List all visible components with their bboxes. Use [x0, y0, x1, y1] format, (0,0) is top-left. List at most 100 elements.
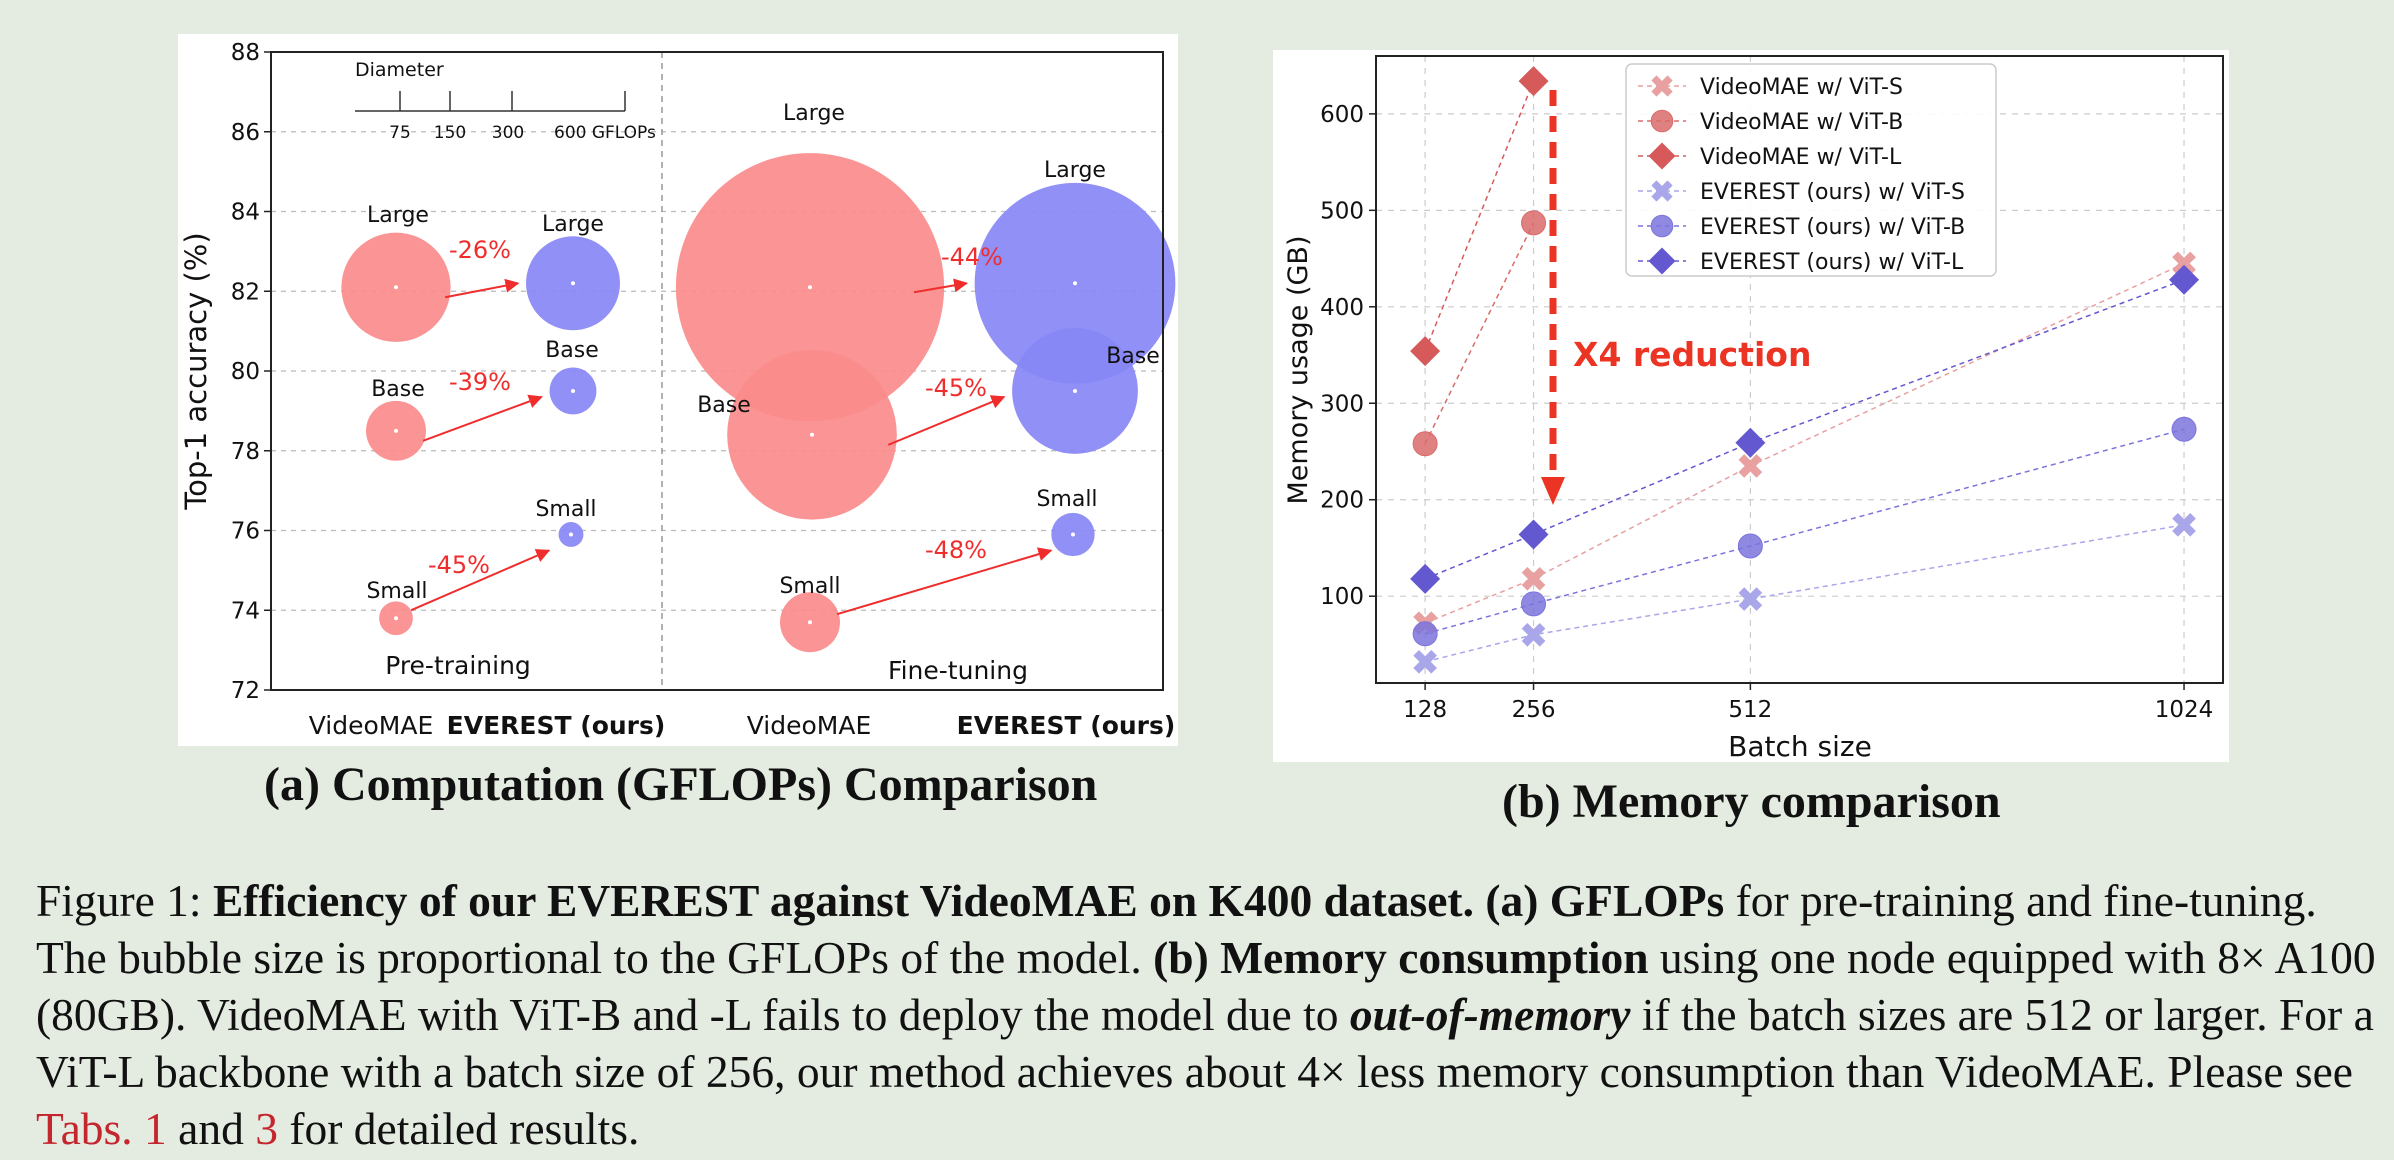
bubble-label: Small — [535, 497, 596, 522]
data-point — [1737, 533, 1763, 559]
y-tick-label: 72 — [231, 678, 260, 704]
reduction-label: -26% — [449, 236, 511, 264]
legend-title: Diameter — [355, 59, 444, 81]
diameter-legend: Diameter 75 150 300 600 GFLOPs — [355, 59, 656, 143]
panel-a-computation: 88 86 84 82 80 78 76 74 72 Top-1 accuracy (%) Di… — [178, 34, 1178, 746]
bubble-center-dot — [394, 285, 398, 290]
legend-tick: 600 GFLOPs — [554, 123, 656, 143]
legend-entry: VideoMAE w/ ViT-S — [1700, 75, 1903, 100]
x-label: EVEREST (ours) — [447, 711, 666, 740]
bubble-label: Large — [783, 101, 845, 126]
data-point — [1518, 519, 1549, 550]
data-point — [1412, 431, 1438, 457]
legend-tick: 300 — [492, 123, 524, 143]
panel-b-caption: (b) Memory comparison — [1502, 775, 2001, 828]
reduction-arrow — [913, 278, 969, 294]
series-line — [1424, 279, 2185, 580]
legend-entry: VideoMAE w/ ViT-B — [1700, 110, 1903, 135]
data-point — [1521, 622, 1546, 647]
bubble-label: Small — [366, 579, 427, 604]
reduction-arrow — [422, 394, 543, 442]
caption-bold-gflops: (a) GFLOPs — [1473, 875, 1725, 926]
x-tick-label: 128 — [1403, 697, 1447, 723]
caption-text: and — [166, 1103, 256, 1154]
data-point — [1518, 66, 1549, 97]
y-tick-label: 100 — [1320, 584, 1364, 610]
series-line — [1424, 80, 1535, 352]
bubble-label: Base — [371, 377, 425, 402]
reduction-arrow — [836, 547, 1053, 616]
caption-text: for pre-training and fine-tuning. The bu… — [36, 875, 2317, 983]
x-tick-label: 256 — [1512, 697, 1556, 723]
legend-box — [1625, 63, 1997, 277]
bubble-label: Base — [697, 393, 751, 418]
series-line — [1424, 262, 2185, 624]
bubble-center-dot — [1073, 281, 1077, 286]
reduction-label: -45% — [925, 374, 987, 402]
table-ref-link[interactable]: Tabs. 1 — [36, 1103, 167, 1154]
x4-reduction-annotation: X4 reduction — [1541, 90, 1811, 505]
reduction-label: -44% — [941, 243, 1003, 271]
y-tick-label: 86 — [231, 120, 260, 146]
bubble-label: Base — [1106, 344, 1160, 369]
bubble-label: Small — [1036, 487, 1097, 512]
legend-marker — [1651, 75, 1673, 97]
legend-marker — [1648, 142, 1676, 170]
x-tick-label: 512 — [1728, 697, 1772, 723]
y-tick-label: 78 — [231, 439, 260, 465]
bubble-label: Large — [1044, 158, 1106, 183]
caption-bold-title: Efficiency of our EVEREST against VideoM… — [212, 875, 1474, 926]
y-axis-label: Memory usage (GB) — [1283, 236, 1314, 505]
caption-text: if the batch sizes are 512 or larger. Fo… — [36, 989, 2374, 1097]
caption-text: for detailed results. — [277, 1103, 640, 1154]
reduction-arrow — [410, 549, 551, 612]
legend-entry: EVEREST (ours) w/ ViT-B — [1700, 215, 1965, 240]
legend-marker — [1650, 214, 1674, 238]
data-point — [1521, 210, 1547, 236]
reduction-label: -39% — [449, 368, 511, 396]
legend-entry: VideoMAE w/ ViT-L — [1700, 145, 1902, 170]
bubble-center-dot — [808, 285, 812, 290]
legend-marker — [1651, 180, 1673, 202]
x-label: VideoMAE — [309, 711, 434, 740]
data-point — [1412, 621, 1438, 647]
x-tick-label: 1024 — [2155, 697, 2214, 723]
bubble-center-dot — [394, 428, 398, 433]
table-ref-link[interactable]: 3 — [255, 1103, 278, 1154]
caption-text: using one node equipped with 8× A100 (80… — [36, 932, 2376, 1040]
data-point — [1521, 566, 1546, 591]
bubble-center-dot — [810, 432, 814, 437]
y-tick-label: 400 — [1320, 295, 1364, 321]
x-label: EVEREST (ours) — [957, 711, 1176, 740]
y-axis-label: Top-1 accuracy (%) — [179, 232, 213, 510]
figure-caption: Figure 1: Efficiency of our EVEREST agai… — [36, 872, 2376, 1157]
data-point — [1735, 427, 1766, 458]
bubble-label: Large — [367, 203, 429, 228]
y-tick-label: 200 — [1320, 488, 1364, 514]
series-line — [1424, 428, 2185, 635]
data-point — [1521, 591, 1547, 617]
legend-tick: 75 — [389, 123, 411, 143]
y-tick-label: 80 — [231, 359, 260, 385]
panel-a-caption: (a) Computation (GFLOPs) Comparison — [264, 758, 1098, 811]
data-point — [1410, 336, 1441, 367]
reduction-arrow — [444, 278, 520, 299]
legend-entry: EVEREST (ours) w/ ViT-S — [1700, 180, 1965, 205]
data-point — [1738, 587, 1763, 611]
bubble-center-dot — [808, 620, 812, 625]
legend-entry: EVEREST (ours) w/ ViT-L — [1700, 250, 1964, 275]
bubble-center-dot — [569, 532, 573, 537]
bubble-center-dot — [571, 281, 575, 286]
group-label-pretraining: Pre-training — [385, 651, 531, 680]
bubble-label: Base — [545, 338, 599, 363]
data-point — [2171, 416, 2197, 442]
bubble-label: Large — [542, 212, 604, 237]
group-label-finetuning: Fine-tuning — [888, 656, 1028, 685]
caption-prefix: Figure 1: — [36, 875, 213, 926]
y-tick-label: 600 — [1320, 102, 1364, 128]
reduction-label: -48% — [925, 536, 987, 564]
memory-line-chart: X4 reduction 100 200 300 400 500 600 128 256 51… — [1283, 55, 2224, 763]
legend-marker — [1648, 247, 1676, 275]
bubble-label: Small — [779, 574, 840, 599]
y-tick-label: 500 — [1320, 198, 1364, 224]
